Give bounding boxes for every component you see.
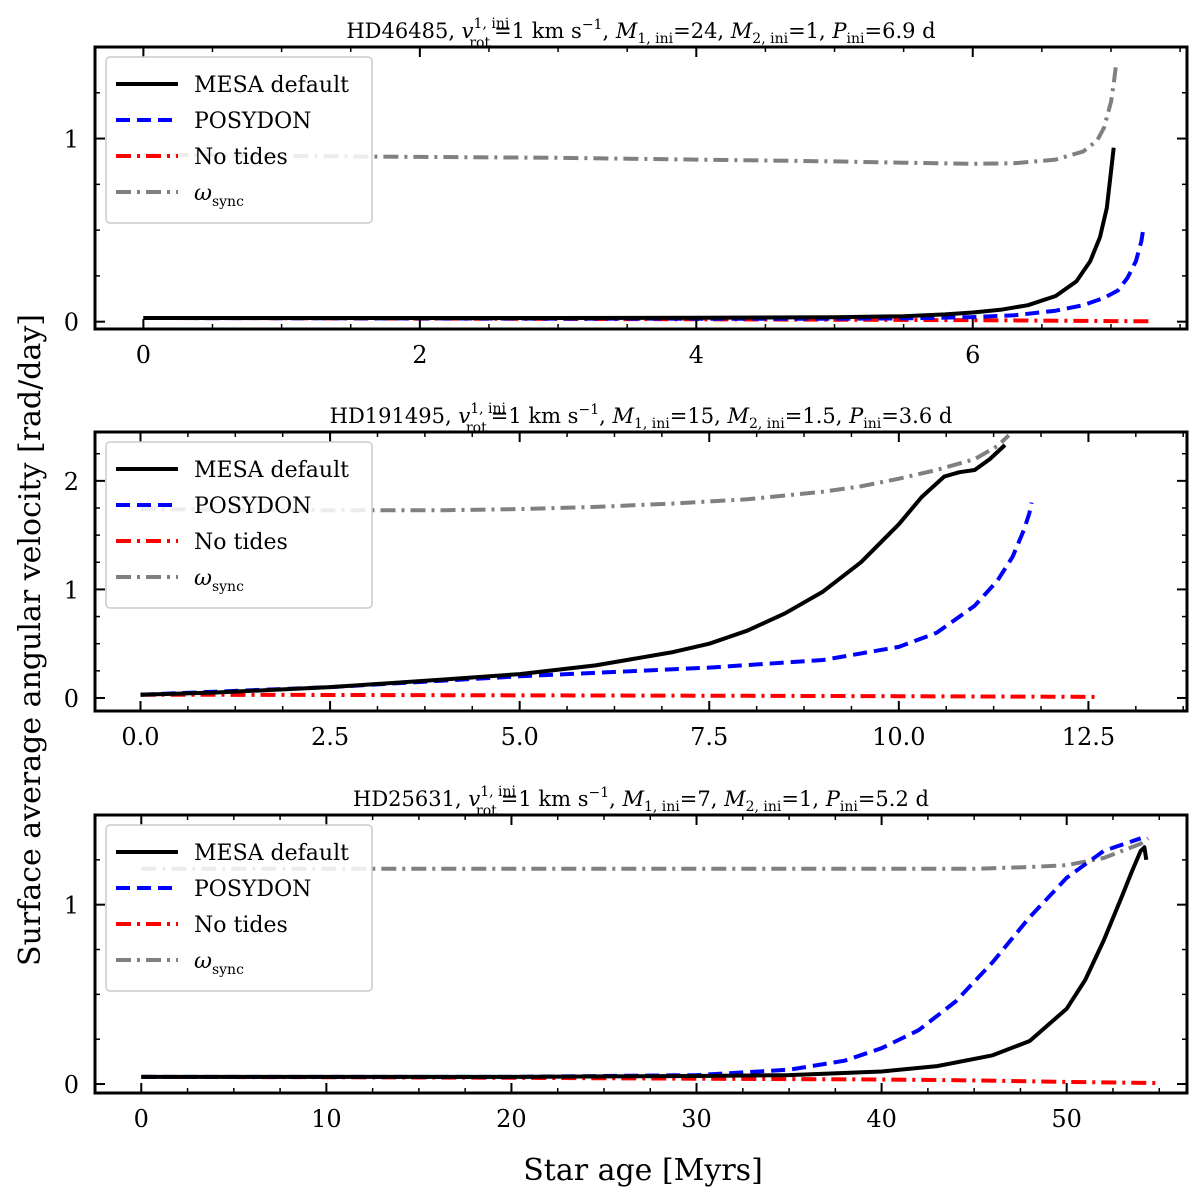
y-tick-label: 1 — [64, 892, 79, 920]
series-line-posydon — [140, 502, 1034, 697]
y-tick-label: 2 — [64, 468, 79, 496]
series-line--sync — [143, 61, 1119, 166]
x-tick-label: 5.0 — [501, 723, 539, 751]
series-line-mesa-default — [143, 147, 1116, 320]
legend: MESA default POSYDON No tides ωsync — [105, 824, 373, 992]
legend-label: ωsync — [194, 566, 244, 595]
series-line--sync — [140, 433, 1011, 513]
x-tick-label: 0 — [136, 341, 151, 369]
x-tick-label: 10.0 — [872, 723, 925, 751]
x-tick-label: 0 — [134, 1105, 149, 1133]
series-line--sync — [141, 836, 1150, 871]
legend-label: MESA default — [194, 841, 349, 866]
series-line-no-tides — [140, 692, 1097, 699]
y-tick-label: 0 — [64, 1071, 79, 1099]
y-axis-label: Surface average angular velocity [rad/da… — [13, 314, 48, 966]
x-tick-label: 40 — [866, 1105, 897, 1133]
y-tick-label: 1 — [64, 576, 79, 604]
x-tick-label: 2.5 — [311, 723, 349, 751]
chart-panel-2: HD191495, v1, ini rot =1 km s−1, M1, ini=1… — [64, 401, 1189, 751]
series-line-mesa-default — [140, 443, 1007, 697]
legend-label: No tides — [194, 145, 288, 170]
legend-label: No tides — [194, 530, 288, 555]
legend-label: POSYDON — [194, 877, 311, 902]
axes-frame — [93, 813, 1189, 1095]
x-tick-label: 4 — [689, 341, 704, 369]
legend: MESA default POSYDON No tides ωsync — [105, 56, 373, 224]
axes-frame — [93, 430, 1189, 713]
y-tick-label: 1 — [64, 126, 79, 154]
x-axis-label: Star age [Myrs] — [523, 1153, 763, 1188]
y-tick-label: 0 — [64, 685, 79, 713]
y-tick-label: 0 — [64, 309, 79, 337]
legend-label: POSYDON — [194, 109, 311, 134]
legend-label: ωsync — [194, 949, 244, 978]
x-tick-label: 7.5 — [690, 723, 728, 751]
panel-title: HD25631, v1, ini rot =1 km s−1, M1, ini=7,… — [353, 784, 929, 819]
axes-frame — [93, 45, 1189, 331]
x-tick-label: 6 — [965, 341, 980, 369]
legend: MESA default POSYDON No tides ωsync — [105, 441, 373, 609]
legend-box — [105, 441, 373, 609]
x-tick-label: 0.0 — [121, 723, 159, 751]
chart-panel-3: HD25631, v1, ini rot =1 km s−1, M1, ini=7,… — [64, 784, 1189, 1133]
chart-panel-1: HD46485, v1, ini rot =1 km s−1, M1, ini=24… — [64, 16, 1189, 369]
panel-title: HD191495, v1, ini rot =1 km s−1, M1, ini=1… — [330, 401, 953, 436]
panel-title: HD46485, v1, ini rot =1 km s−1, M1, ini=24… — [346, 16, 935, 51]
legend-label: POSYDON — [194, 494, 311, 519]
x-tick-label: 2 — [412, 341, 427, 369]
series-line-mesa-default — [141, 845, 1149, 1079]
legend-box — [105, 824, 373, 992]
legend-label: MESA default — [194, 73, 349, 98]
x-tick-label: 50 — [1051, 1105, 1082, 1133]
x-tick-label: 20 — [496, 1105, 527, 1133]
legend-label: MESA default — [194, 458, 349, 483]
x-tick-label: 10 — [311, 1105, 342, 1133]
legend-box — [105, 56, 373, 224]
legend-label: No tides — [194, 913, 288, 938]
x-tick-label: 12.5 — [1062, 723, 1115, 751]
x-tick-label: 30 — [681, 1105, 712, 1133]
legend-label: ωsync — [194, 181, 244, 210]
